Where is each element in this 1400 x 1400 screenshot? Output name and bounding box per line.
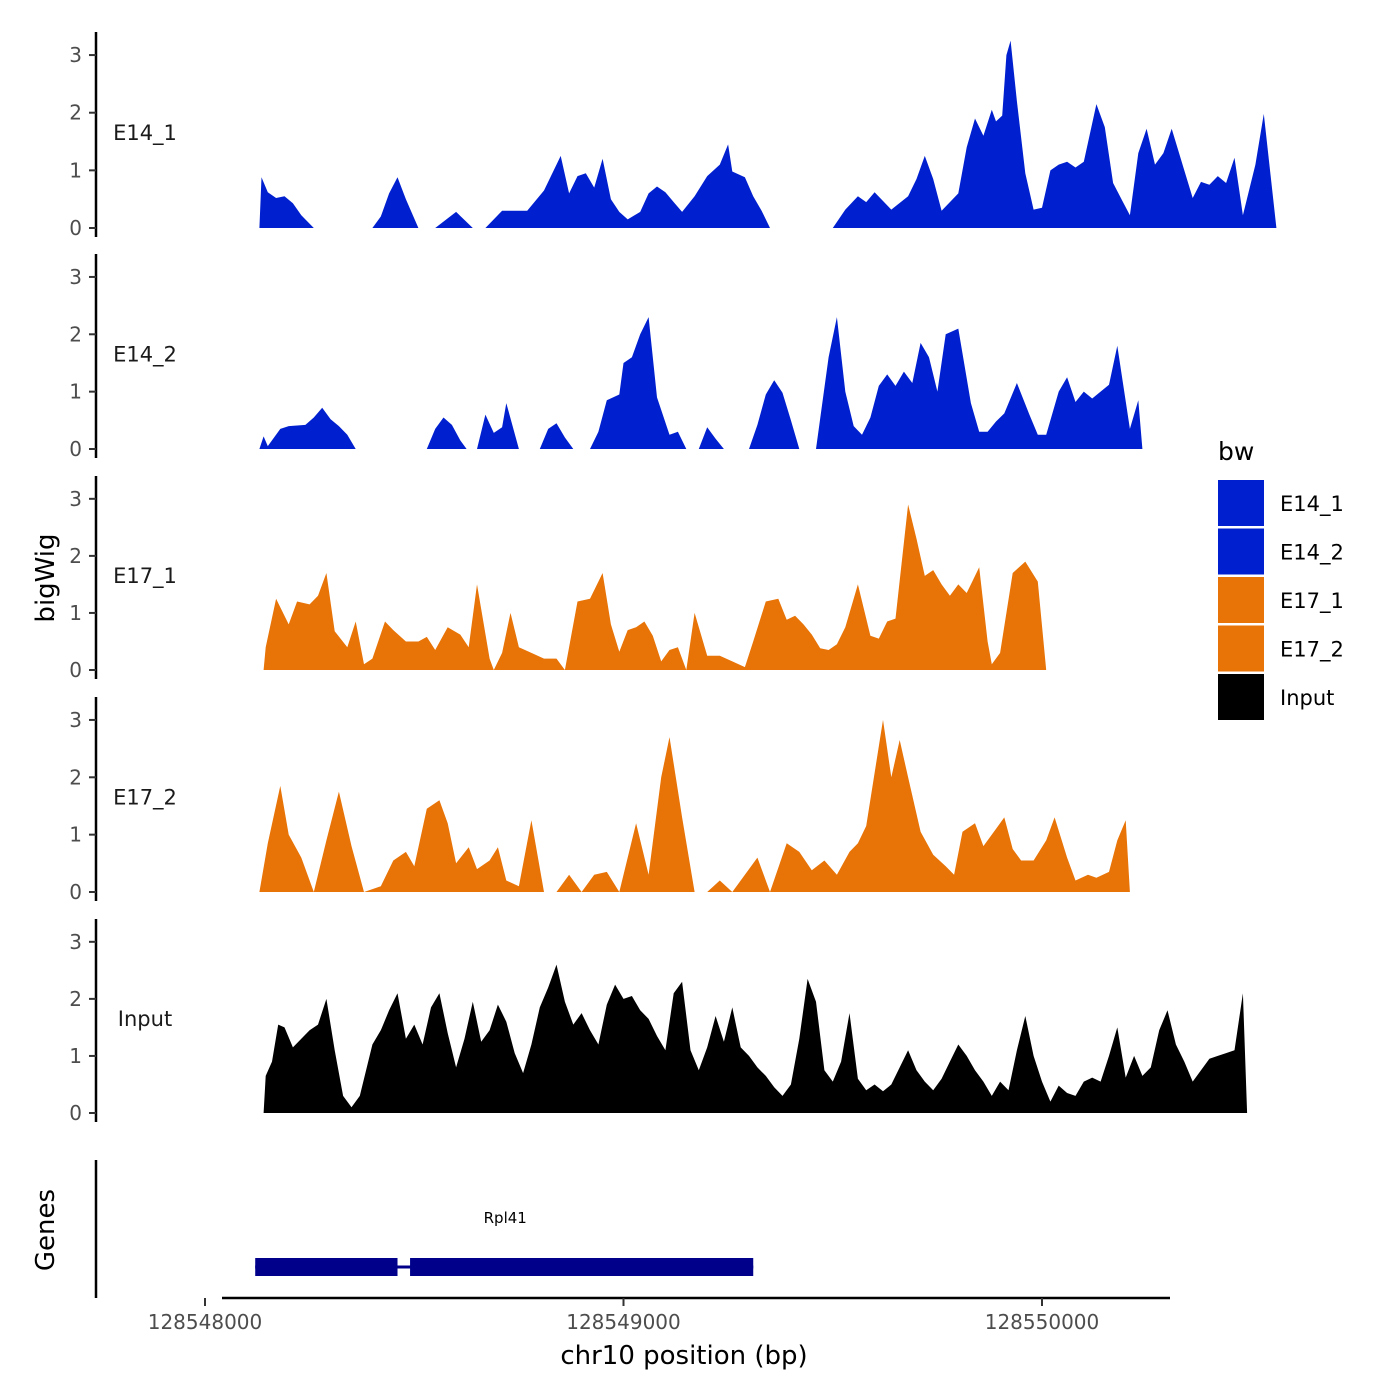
x-tick-label: 128550000: [985, 1310, 1100, 1334]
legend-title: bw: [1218, 437, 1254, 466]
legend-entry: E14_1: [1218, 480, 1344, 526]
gene-label: Rpl41: [484, 1209, 527, 1227]
legend: bw E14_1 E14_2 E17_1 E17_2 Input: [1218, 437, 1344, 720]
y-tick-label: 2: [69, 987, 82, 1011]
y-tick-label: 1: [69, 158, 82, 182]
track-e14-1: 0 1 2 3 E14_1: [69, 32, 1277, 240]
y-tick-label: 3: [69, 708, 82, 732]
y-tick-label: 2: [69, 101, 82, 125]
y-tick-label: 0: [69, 216, 82, 240]
track-label: E17_1: [113, 564, 177, 589]
track-label: E14_2: [113, 343, 177, 368]
legend-entry: E17_2: [1218, 625, 1344, 672]
legend-label: E14_1: [1280, 492, 1344, 517]
y-tick-label: 0: [69, 437, 82, 461]
signal-area: [259, 40, 1277, 228]
legend-label: Input: [1280, 686, 1334, 710]
gene-exon: [410, 1258, 754, 1276]
y-tick-label: 3: [69, 265, 82, 289]
legend-swatch: [1218, 625, 1264, 672]
y-tick-label: 2: [69, 544, 82, 568]
gene-track: Rpl41: [94, 1160, 754, 1298]
legend-entry: E17_1: [1218, 577, 1344, 623]
signal-tracks: 0 1 2 3 E14_1 0 1 2 3 E14_2 0 1 2 3 E17_1 0 1 2 3 E17_2 0 1 2 3…: [69, 32, 1277, 1125]
y-tick-label: 1: [69, 380, 82, 404]
y-tick-label: 1: [69, 823, 82, 847]
legend-label: E17_1: [1280, 589, 1344, 614]
track-label: E14_1: [113, 121, 177, 146]
legend-swatch: [1218, 528, 1264, 575]
x-axis-title: chr10 position (bp): [560, 1341, 807, 1371]
signal-area: [263, 964, 1248, 1113]
track-e17-1: 0 1 2 3 E17_1: [69, 476, 1047, 682]
track-e17-2: 0 1 2 3 E17_2: [69, 697, 1130, 904]
y-tick-label: 3: [69, 930, 82, 954]
y-tick-label: 0: [69, 658, 82, 682]
y-tick-label: 1: [69, 1044, 82, 1068]
y-tick-label: 2: [69, 765, 82, 789]
legend-entry: E14_2: [1218, 528, 1344, 575]
x-tick-label: 128549000: [566, 1310, 681, 1334]
track-label: E17_2: [113, 786, 177, 811]
track-input: 0 1 2 3 Input: [69, 919, 1248, 1125]
x-tick-label: 128548000: [148, 1310, 263, 1334]
y-tick-label: 3: [69, 43, 82, 67]
signal-area: [259, 719, 1130, 892]
y-tick-label: 3: [69, 487, 82, 511]
y-tick-label: 0: [69, 1101, 82, 1125]
signal-area: [263, 504, 1047, 670]
legend-swatch: [1218, 674, 1264, 720]
track-label: Input: [118, 1007, 172, 1031]
legend-label: E17_2: [1280, 638, 1344, 663]
legend-label: E14_2: [1280, 541, 1344, 566]
genes-axis-title: Genes: [31, 1189, 61, 1271]
legend-swatch: [1218, 577, 1264, 623]
y-tick-label: 1: [69, 601, 82, 625]
gene-exon: [255, 1258, 398, 1276]
legend-entry: Input: [1218, 674, 1334, 720]
y-tick-label: 2: [69, 322, 82, 346]
x-axis: 128548000128549000128550000128551000: [148, 1296, 1170, 1334]
legend-swatch: [1218, 480, 1264, 526]
gene-rpl41: Rpl41: [255, 1209, 754, 1276]
signal-area: [259, 317, 1143, 449]
y-tick-label: 0: [69, 880, 82, 904]
track-e14-2: 0 1 2 3 E14_2: [69, 254, 1143, 461]
y-axis-title: bigWig: [31, 533, 61, 622]
